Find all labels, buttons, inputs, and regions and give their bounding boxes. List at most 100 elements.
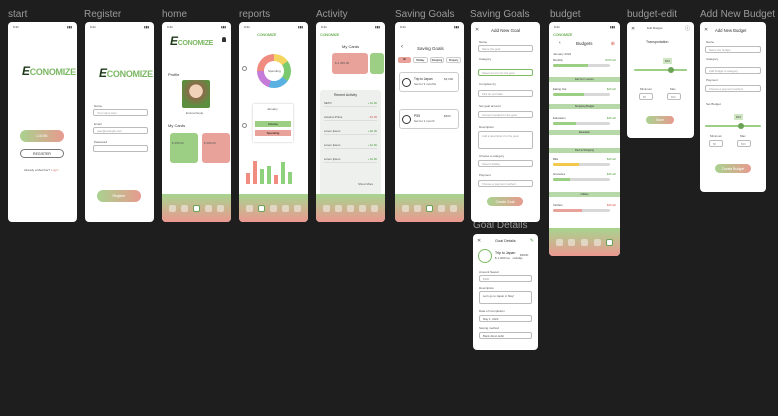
save-button[interactable]: Save bbox=[646, 116, 674, 124]
activity-card[interactable]: $ 2,456.00 bbox=[332, 53, 368, 74]
budget-row[interactable]: Monthly $700 left bbox=[553, 57, 616, 62]
nav-reports-icon[interactable] bbox=[180, 204, 188, 212]
login-button[interactable]: LOGIN bbox=[20, 130, 64, 142]
close-icon[interactable]: ✕ bbox=[475, 27, 480, 33]
add-goal-screen: ✕ Add New Goal Name Name the goal Catego… bbox=[471, 22, 540, 222]
max-field[interactable]: $90 bbox=[737, 140, 751, 147]
close-icon[interactable]: ✕ bbox=[704, 27, 709, 33]
budget-category-field[interactable]: Add budget to category bbox=[705, 67, 761, 74]
nav-home-icon[interactable] bbox=[322, 204, 330, 212]
nav-home-icon[interactable] bbox=[168, 204, 176, 212]
nav-reports-icon[interactable] bbox=[257, 204, 265, 212]
goal-amount-field[interactable]: Amount needed for the goal bbox=[478, 111, 533, 118]
settings-icon[interactable] bbox=[242, 66, 247, 71]
goal-description-field[interactable]: Add a description for the goal bbox=[478, 131, 533, 149]
goal-category-field[interactable]: Select an icon for the goal bbox=[478, 69, 533, 76]
payment-field[interactable]: Choose a payment method bbox=[705, 85, 761, 92]
choose-category-field[interactable]: Select Holiday bbox=[478, 160, 533, 167]
nav-home-icon[interactable] bbox=[401, 204, 409, 212]
complete-by-field[interactable]: Pick an end date bbox=[478, 90, 533, 97]
close-icon[interactable]: ✕ bbox=[477, 238, 482, 244]
bell-icon[interactable] bbox=[222, 37, 226, 42]
month-dropdown[interactable]: January bbox=[267, 107, 278, 111]
card-2[interactable]: $ 289.00 bbox=[202, 133, 230, 163]
activity-row[interactable]: Amazon Prime - $1.99 bbox=[324, 115, 377, 121]
income-option[interactable]: Income bbox=[255, 121, 291, 127]
nav-add-icon[interactable] bbox=[580, 238, 588, 246]
nav-goals-icon[interactable] bbox=[294, 204, 302, 212]
activity-row[interactable]: Lorem Ipsum + $2.00 bbox=[324, 129, 377, 135]
nav-add-icon[interactable] bbox=[346, 204, 354, 212]
nav-goals-icon[interactable] bbox=[450, 204, 458, 212]
nav-budget-icon[interactable] bbox=[359, 204, 367, 212]
nav-budget-icon[interactable] bbox=[438, 204, 446, 212]
info-icon[interactable]: ⓘ bbox=[684, 26, 690, 32]
budget-row[interactable]: Bills $40 left bbox=[553, 156, 616, 161]
nav-reports-icon[interactable] bbox=[413, 204, 421, 212]
back-icon[interactable]: ‹ bbox=[559, 40, 561, 46]
edit-icon[interactable]: ✎ bbox=[529, 238, 534, 244]
close-icon[interactable]: ✕ bbox=[631, 26, 636, 32]
completion-date-field[interactable]: May 1, 2022 bbox=[479, 315, 532, 322]
email-field[interactable]: user@example.com bbox=[93, 127, 148, 134]
goal-card[interactable]: Trip to Japan Set for 3 months $3,000 bbox=[399, 72, 459, 92]
activity-row[interactable]: Lorem Ipsum + $1.90 bbox=[324, 157, 377, 163]
recent-activity-panel: Recent Activity SETO + $1.90 Amazon Prime… bbox=[320, 90, 381, 200]
amount-saved-field[interactable]: $100 bbox=[479, 275, 532, 282]
budget-slider[interactable] bbox=[705, 123, 761, 129]
register-button[interactable]: REGISTER bbox=[20, 149, 64, 158]
nav-home-icon[interactable] bbox=[245, 204, 253, 212]
nav-add-icon[interactable] bbox=[425, 204, 433, 212]
budget-row[interactable]: Groceries $40 left bbox=[553, 171, 616, 176]
card-1[interactable]: $ 456.00 bbox=[170, 133, 198, 163]
spending-option[interactable]: Spending bbox=[255, 130, 291, 136]
max-field[interactable]: $90 bbox=[667, 93, 681, 100]
budget-row[interactable]: Clothes $40 left bbox=[553, 202, 616, 207]
min-field[interactable]: $5 bbox=[709, 140, 723, 147]
nav-budget-icon[interactable] bbox=[282, 204, 290, 212]
nav-goals-icon[interactable] bbox=[371, 204, 379, 212]
nav-reports-icon[interactable] bbox=[334, 204, 342, 212]
register-submit-button[interactable]: Register bbox=[97, 190, 141, 202]
goal-name-field[interactable]: Name the goal bbox=[478, 45, 533, 52]
saving-method-field[interactable]: Bank direct debit bbox=[479, 332, 532, 339]
slider-thumb[interactable] bbox=[738, 123, 744, 129]
nav-add-icon[interactable] bbox=[192, 204, 200, 212]
slider-thumb[interactable] bbox=[668, 67, 674, 73]
create-goal-button[interactable]: Create Goal bbox=[487, 197, 523, 206]
create-budget-button[interactable]: Create Budget bbox=[715, 164, 751, 173]
show-more-link[interactable]: Show More bbox=[358, 182, 374, 186]
budget-name-field[interactable]: Name the budget bbox=[705, 46, 761, 53]
nav-reports-icon[interactable] bbox=[568, 238, 576, 246]
tab-holiday[interactable]: Holiday bbox=[412, 57, 428, 63]
payment-field[interactable]: Choose a payment method bbox=[478, 180, 533, 187]
tab-shopping[interactable]: Shopping bbox=[429, 57, 445, 63]
min-field[interactable]: $5 bbox=[639, 93, 653, 100]
tab-all[interactable]: All bbox=[398, 57, 411, 63]
add-budget-icon[interactable]: ⊕ bbox=[610, 41, 615, 47]
bottom-nav bbox=[395, 194, 464, 222]
activity-row[interactable]: SETO + $1.90 bbox=[324, 101, 377, 107]
back-icon[interactable]: ‹ bbox=[401, 44, 403, 50]
my-cards-heading: My Cards bbox=[168, 123, 186, 128]
nav-budget-icon[interactable] bbox=[593, 238, 601, 246]
payment-label: Payment bbox=[706, 78, 718, 82]
nav-add-icon[interactable] bbox=[269, 204, 277, 212]
activity-row[interactable]: Lorem Ipsum + $1.90 bbox=[324, 143, 377, 149]
nav-goals-icon[interactable] bbox=[606, 238, 614, 246]
tab-property[interactable]: Property bbox=[446, 57, 461, 63]
settings-icon-2[interactable] bbox=[242, 123, 247, 128]
already-member-text: Already a Member? Login bbox=[24, 168, 59, 172]
budget-slider[interactable] bbox=[634, 67, 687, 73]
nav-home-icon[interactable] bbox=[555, 238, 563, 246]
password-field[interactable] bbox=[93, 145, 148, 152]
description-field[interactable]: Let's go to Japan in May! bbox=[479, 291, 532, 304]
budget-row[interactable]: Eating Out $40 left bbox=[553, 86, 616, 91]
goal-card[interactable]: PS5 Set for 1 month $600 bbox=[399, 109, 459, 129]
name-field[interactable]: Your name here bbox=[93, 109, 148, 116]
budget-row[interactable]: Education $40 left bbox=[553, 115, 616, 120]
login-link[interactable]: Login bbox=[51, 168, 59, 172]
nav-goals-icon[interactable] bbox=[217, 204, 225, 212]
nav-budget-icon[interactable] bbox=[205, 204, 213, 212]
activity-card-2[interactable] bbox=[370, 53, 384, 74]
